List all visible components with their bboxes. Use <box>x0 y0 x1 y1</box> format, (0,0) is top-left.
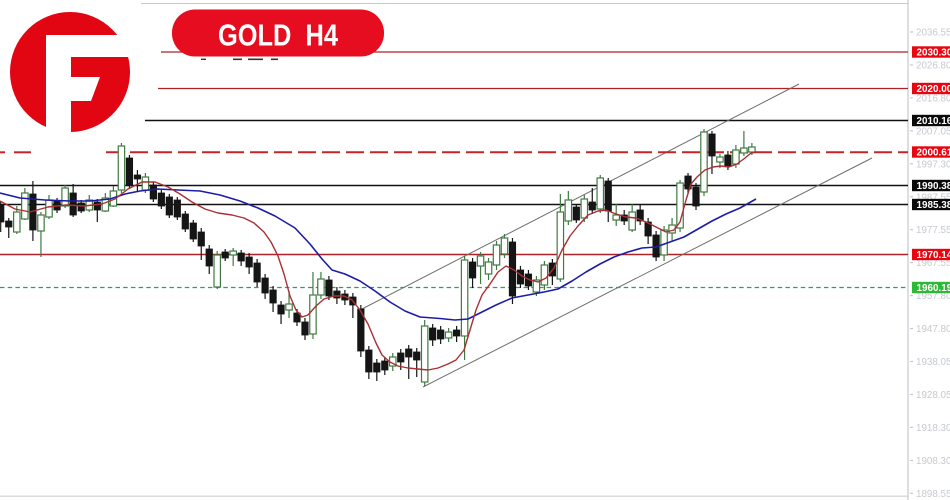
svg-text:2036.55: 2036.55 <box>916 28 950 39</box>
svg-text:1997.30: 1997.30 <box>916 159 950 170</box>
svg-text:1970.14: 1970.14 <box>917 250 950 261</box>
svg-text:2016.80: 2016.80 <box>916 93 950 104</box>
svg-text:2010.16: 2010.16 <box>917 116 950 127</box>
svg-text:2020.00: 2020.00 <box>917 84 950 95</box>
svg-text:GOLD H4: GOLD H4 <box>218 18 339 53</box>
svg-text:1967.55: 1967.55 <box>916 258 950 269</box>
svg-text:2026.80: 2026.80 <box>916 60 950 71</box>
svg-text:1985.38: 1985.38 <box>917 200 950 211</box>
svg-text:1947.80: 1947.80 <box>916 324 950 335</box>
svg-text:1938.05: 1938.05 <box>916 357 950 368</box>
svg-text:1928.05: 1928.05 <box>916 390 950 401</box>
svg-text:2007.05: 2007.05 <box>916 126 950 137</box>
svg-text:1960.19: 1960.19 <box>917 283 950 294</box>
svg-text:1898.55: 1898.55 <box>916 489 950 500</box>
svg-text:1990.38: 1990.38 <box>917 181 950 192</box>
svg-text:2000.61: 2000.61 <box>917 148 950 159</box>
svg-text:1987.55: 1987.55 <box>916 192 950 203</box>
svg-text:1908.30: 1908.30 <box>916 456 950 467</box>
svg-text:1918.30: 1918.30 <box>916 423 950 434</box>
svg-text:2030.30: 2030.30 <box>917 48 950 59</box>
svg-text:1957.80: 1957.80 <box>916 291 950 302</box>
svg-text:1977.55: 1977.55 <box>916 225 950 236</box>
